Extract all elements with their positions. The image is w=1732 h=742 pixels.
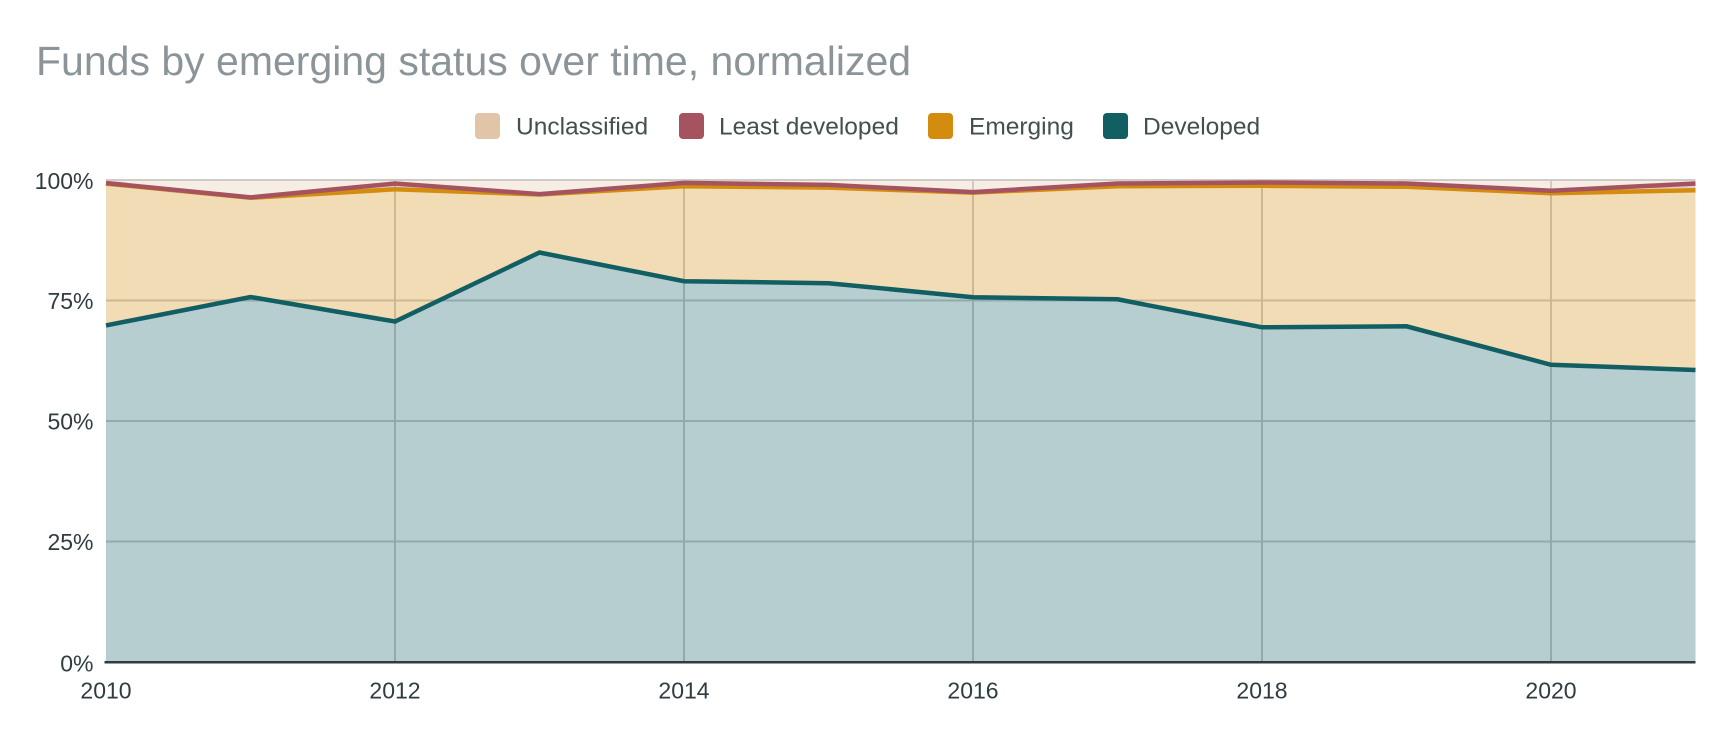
svg-text:Least developed: Least developed bbox=[719, 114, 899, 141]
svg-text:Funds by emerging status over: Funds by emerging status over time, norm… bbox=[36, 38, 911, 84]
svg-text:50%: 50% bbox=[47, 408, 93, 434]
svg-text:2010: 2010 bbox=[80, 678, 131, 704]
svg-text:2012: 2012 bbox=[369, 678, 420, 704]
svg-text:2014: 2014 bbox=[658, 678, 709, 704]
svg-text:Unclassified: Unclassified bbox=[516, 114, 648, 141]
svg-text:2020: 2020 bbox=[1525, 678, 1576, 704]
svg-text:2016: 2016 bbox=[947, 678, 998, 704]
svg-text:Developed: Developed bbox=[1143, 114, 1260, 141]
svg-text:75%: 75% bbox=[47, 288, 93, 314]
svg-text:Emerging: Emerging bbox=[969, 114, 1074, 141]
svg-text:0%: 0% bbox=[60, 650, 93, 676]
svg-text:100%: 100% bbox=[35, 168, 94, 194]
svg-text:25%: 25% bbox=[47, 529, 93, 555]
svg-text:2018: 2018 bbox=[1236, 678, 1287, 704]
